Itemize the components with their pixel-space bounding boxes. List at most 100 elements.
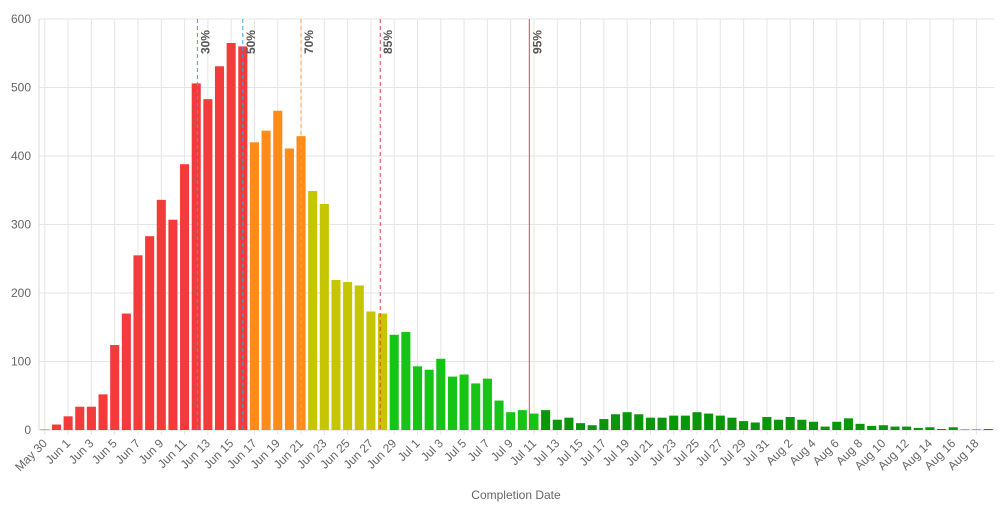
bar xyxy=(203,99,213,431)
bar xyxy=(378,313,388,430)
bar xyxy=(121,313,131,430)
bar xyxy=(948,427,958,430)
x-tick-label: Jun 7 xyxy=(112,436,143,467)
bars xyxy=(40,42,993,431)
bar xyxy=(529,413,539,430)
percentile-label: 50% xyxy=(244,30,258,54)
y-tick-label: 0 xyxy=(24,423,31,437)
bar xyxy=(692,412,702,430)
bar xyxy=(971,429,982,430)
y-tick-label: 100 xyxy=(11,355,31,369)
bar xyxy=(98,394,108,430)
y-tick-label: 600 xyxy=(11,12,31,26)
x-tick-label: Jun 5 xyxy=(89,436,120,467)
bar xyxy=(843,418,853,430)
bar xyxy=(296,136,306,430)
bar xyxy=(552,419,562,430)
bar xyxy=(960,429,970,430)
bar xyxy=(669,415,679,430)
x-tick-label: Jul 3 xyxy=(418,436,446,464)
bar xyxy=(75,406,85,430)
bar xyxy=(424,369,434,430)
x-tick-label: Jun 3 xyxy=(66,436,97,467)
bar xyxy=(820,426,830,430)
bar xyxy=(937,429,947,430)
x-tick-label: Jul 7 xyxy=(465,436,493,464)
bar xyxy=(610,414,621,430)
bar xyxy=(774,419,784,430)
bar xyxy=(867,425,877,430)
bar xyxy=(133,255,143,430)
bar xyxy=(447,376,457,430)
bar xyxy=(902,426,912,430)
bar xyxy=(913,427,923,430)
percentile-label: 85% xyxy=(381,30,395,54)
bar xyxy=(762,416,772,430)
bar xyxy=(214,66,225,430)
y-tick-label: 200 xyxy=(11,286,31,300)
bar xyxy=(983,429,993,430)
bar xyxy=(354,285,364,430)
bar xyxy=(273,110,283,430)
x-tick-label: Jul 5 xyxy=(441,436,469,464)
bar xyxy=(587,425,597,430)
x-tick-label: Jul 1 xyxy=(395,436,423,464)
bar xyxy=(855,423,865,430)
bar xyxy=(284,148,294,430)
bar xyxy=(471,383,481,430)
bar xyxy=(715,415,725,430)
bar xyxy=(925,427,935,430)
x-axis-title: Completion Date xyxy=(471,488,561,502)
bar xyxy=(156,199,166,430)
percentile-label: 95% xyxy=(530,30,544,54)
bar xyxy=(331,279,341,430)
bar xyxy=(704,413,714,430)
bar xyxy=(343,282,353,430)
bar xyxy=(645,417,655,430)
percentile-label: 70% xyxy=(302,30,316,54)
x-tick-label: Jun 1 xyxy=(43,436,74,467)
bar xyxy=(785,416,795,430)
percentile-label: 30% xyxy=(198,30,212,54)
bar xyxy=(797,419,807,430)
bar xyxy=(191,83,201,430)
bar xyxy=(622,412,632,430)
bar xyxy=(576,423,586,430)
bar xyxy=(389,334,399,430)
percentile-markers: 30% 50% 70% 85% 95% xyxy=(196,19,544,430)
bar xyxy=(261,130,271,430)
bar xyxy=(599,419,609,430)
bar xyxy=(541,410,551,430)
bar xyxy=(482,378,492,430)
bar xyxy=(168,219,178,430)
bar xyxy=(459,374,469,430)
bar xyxy=(145,236,155,430)
y-tick-label: 500 xyxy=(11,81,31,95)
bar xyxy=(680,415,690,430)
bar xyxy=(366,311,376,430)
bar xyxy=(308,190,318,430)
bar xyxy=(226,42,236,430)
bar xyxy=(494,400,504,430)
bar xyxy=(401,332,411,430)
bar xyxy=(180,164,190,430)
bar xyxy=(249,142,259,431)
bar xyxy=(517,410,527,430)
bar xyxy=(564,417,574,430)
y-tick-label: 400 xyxy=(11,149,31,163)
bar xyxy=(808,421,819,430)
bar xyxy=(63,416,73,430)
bar xyxy=(319,203,329,430)
bar xyxy=(412,366,423,430)
bar xyxy=(40,429,50,430)
bar xyxy=(657,417,667,430)
bar xyxy=(506,412,516,430)
bar xyxy=(739,421,749,430)
bar xyxy=(878,425,888,430)
bar xyxy=(890,426,900,430)
bar xyxy=(750,422,760,430)
bar xyxy=(727,417,737,430)
